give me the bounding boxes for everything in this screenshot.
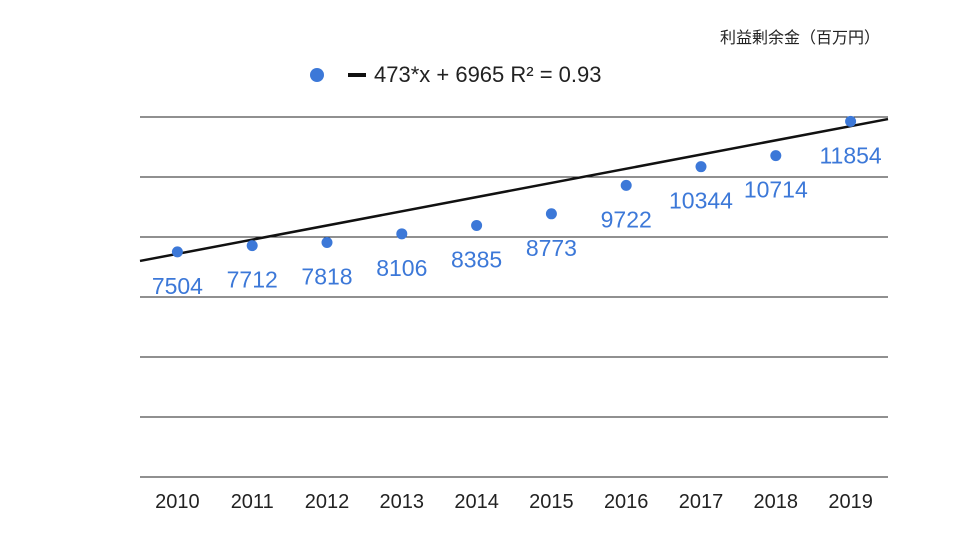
x-tick-label: 2018 [754, 491, 799, 513]
data-label: 11854 [819, 142, 881, 168]
x-tick-label: 2013 [380, 491, 425, 513]
x-tick-label: 2016 [604, 491, 649, 513]
x-tick-label: 2014 [454, 491, 499, 513]
data-point [396, 228, 408, 240]
legend-trendline-icon [348, 73, 366, 77]
x-tick-label: 2019 [828, 491, 873, 513]
data-point [471, 219, 483, 231]
data-point [845, 115, 857, 127]
data-label: 9722 [601, 206, 652, 232]
unit-label: 利益剰余金（百万円） [719, 28, 880, 47]
x-tick-label: 2012 [305, 491, 350, 513]
data-label: 7818 [301, 263, 352, 289]
data-label: 10714 [744, 177, 808, 203]
data-point [770, 150, 782, 162]
data-point [171, 246, 183, 258]
data-label: 8385 [451, 246, 502, 272]
x-tick-label: 2010 [155, 491, 200, 513]
data-label: 8773 [526, 235, 577, 261]
data-label: 7504 [152, 273, 203, 299]
x-tick-label: 2017 [679, 491, 724, 513]
x-tick-label: 2015 [529, 491, 574, 513]
data-point [246, 240, 258, 252]
data-point [695, 161, 707, 173]
data-label: 10344 [669, 188, 733, 214]
data-point [321, 236, 333, 248]
trendline [139, 117, 889, 263]
legend: 473*x + 6965 R² = 0.93 [310, 60, 602, 90]
legend-trendline-label: 473*x + 6965 R² = 0.93 [374, 62, 602, 87]
legend-marker-icon [310, 68, 324, 82]
data-label: 7712 [227, 267, 278, 293]
data-label: 8106 [376, 255, 427, 281]
data-point [545, 208, 557, 220]
data-point [620, 179, 632, 191]
x-tick-label: 2011 [231, 491, 274, 513]
